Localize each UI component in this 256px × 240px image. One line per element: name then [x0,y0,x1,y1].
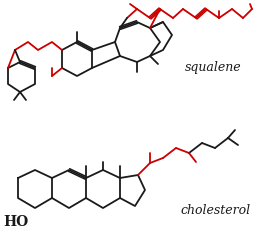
Text: cholesterol: cholesterol [180,204,250,216]
Text: HO: HO [3,215,28,229]
Text: squalene: squalene [185,61,242,74]
